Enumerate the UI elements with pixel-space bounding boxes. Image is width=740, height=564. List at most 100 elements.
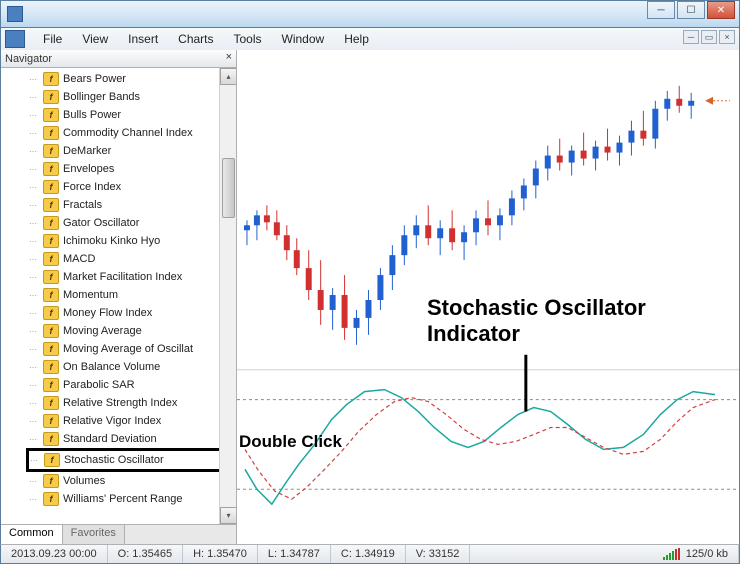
indicator-label: DeMarker	[63, 145, 111, 157]
menu-insert[interactable]: Insert	[118, 30, 168, 48]
indicator-label: Gator Oscillator	[63, 217, 139, 229]
function-icon: f	[43, 378, 59, 392]
minimize-button[interactable]: ─	[647, 1, 675, 19]
status-volume: V: 33152	[406, 545, 471, 563]
menu-window[interactable]: Window	[272, 30, 335, 48]
navigator-title: Navigator ×	[1, 50, 236, 68]
navigator-tabs: Common Favorites	[1, 524, 236, 544]
menu-charts[interactable]: Charts	[168, 30, 223, 48]
menu-help[interactable]: Help	[334, 30, 379, 48]
indicator-label: On Balance Volume	[63, 361, 160, 373]
mdi-restore[interactable]: ▭	[701, 30, 717, 44]
annotation-line2: Indicator	[427, 321, 646, 347]
chart-area[interactable]: Stochastic Oscillator Indicator Double C…	[237, 50, 739, 544]
mdi-minimize[interactable]: ─	[683, 30, 699, 44]
indicator-item[interactable]: ⋯fRelative Vigor Index	[29, 412, 236, 430]
function-icon: f	[43, 288, 59, 302]
function-icon: f	[43, 216, 59, 230]
annotation-double-click: Double Click	[239, 432, 342, 452]
indicator-item[interactable]: ⋯fBears Power	[29, 70, 236, 88]
function-icon: f	[43, 342, 59, 356]
function-icon: f	[43, 90, 59, 104]
indicator-label: Bollinger Bands	[63, 91, 140, 103]
indicator-item[interactable]: ⋯fRelative Strength Index	[29, 394, 236, 412]
indicator-item[interactable]: ⋯fMoney Flow Index	[29, 304, 236, 322]
navigator-scrollbar[interactable]: ▴ ▾	[219, 68, 236, 524]
indicator-label: Moving Average of Oscillat	[63, 343, 193, 355]
indicator-label: Volumes	[63, 475, 105, 487]
annotation-main: Stochastic Oscillator Indicator	[427, 295, 646, 347]
function-icon: f	[43, 162, 59, 176]
navigator-tree: ⋯fBears Power⋯fBollinger Bands⋯fBulls Po…	[1, 68, 236, 524]
status-high: H: 1.35470	[183, 545, 258, 563]
menu-file[interactable]: File	[33, 30, 72, 48]
indicator-item[interactable]: ⋯fDeMarker	[29, 142, 236, 160]
menubar: File View Insert Charts Tools Window Hel…	[0, 28, 740, 50]
annotation-line1: Stochastic Oscillator	[427, 295, 646, 321]
function-icon: f	[43, 126, 59, 140]
maximize-button[interactable]: ☐	[677, 1, 705, 19]
indicator-item[interactable]: ⋯fEnvelopes	[29, 160, 236, 178]
function-icon: f	[43, 198, 59, 212]
function-icon: f	[43, 270, 59, 284]
menu-tools[interactable]: Tools	[224, 30, 272, 48]
indicator-item[interactable]: ⋯fStochastic Oscillator	[30, 451, 232, 469]
indicator-item[interactable]: ⋯fMoving Average of Oscillat	[29, 340, 236, 358]
indicator-item[interactable]: ⋯fStandard Deviation	[29, 430, 236, 448]
indicator-item[interactable]: ⋯fOn Balance Volume	[29, 358, 236, 376]
indicator-label: Relative Strength Index	[63, 397, 177, 409]
scroll-down-arrow[interactable]: ▾	[220, 507, 236, 524]
indicator-item[interactable]: ⋯fWilliams' Percent Range	[29, 490, 236, 508]
indicator-item[interactable]: ⋯fMACD	[29, 250, 236, 268]
function-icon: f	[43, 396, 59, 410]
app-icon	[7, 6, 23, 22]
function-icon: f	[43, 474, 59, 488]
function-icon: f	[43, 252, 59, 266]
function-icon: f	[43, 324, 59, 338]
indicator-label: MACD	[63, 253, 95, 265]
indicator-label: Force Index	[63, 181, 121, 193]
function-icon: f	[43, 144, 59, 158]
indicator-item[interactable]: ⋯fBulls Power	[29, 106, 236, 124]
indicator-item[interactable]: ⋯fMomentum	[29, 286, 236, 304]
scroll-up-arrow[interactable]: ▴	[220, 68, 236, 85]
indicator-item[interactable]: ⋯fIchimoku Kinko Hyo	[29, 232, 236, 250]
close-button[interactable]: ✕	[707, 1, 735, 19]
status-close: C: 1.34919	[331, 545, 406, 563]
tab-common[interactable]: Common	[1, 525, 63, 544]
indicator-label: Bulls Power	[63, 109, 121, 121]
navigator-close[interactable]: ×	[226, 51, 232, 63]
function-icon: f	[43, 432, 59, 446]
indicator-label: Envelopes	[63, 163, 114, 175]
indicator-label: Standard Deviation	[63, 433, 157, 445]
mdi-close[interactable]: ×	[719, 30, 735, 44]
connection-bars-icon	[663, 548, 680, 560]
indicator-item[interactable]: ⋯fVolumes	[29, 472, 236, 490]
function-icon: f	[43, 180, 59, 194]
indicator-item[interactable]: ⋯fParabolic SAR	[29, 376, 236, 394]
indicator-item[interactable]: ⋯fGator Oscillator	[29, 214, 236, 232]
tab-favorites[interactable]: Favorites	[63, 525, 125, 544]
highlighted-indicator[interactable]: ⋯fStochastic Oscillator	[26, 448, 236, 472]
status-low: L: 1.34787	[258, 545, 331, 563]
indicator-item[interactable]: ⋯fFractals	[29, 196, 236, 214]
indicator-item[interactable]: ⋯fCommodity Channel Index	[29, 124, 236, 142]
indicator-item[interactable]: ⋯fBollinger Bands	[29, 88, 236, 106]
indicator-label: Moving Average	[63, 325, 142, 337]
navigator-panel: Navigator × ⋯fBears Power⋯fBollinger Ban…	[1, 50, 237, 544]
main-area: Navigator × ⋯fBears Power⋯fBollinger Ban…	[0, 50, 740, 544]
status-open: O: 1.35465	[108, 545, 183, 563]
scroll-thumb[interactable]	[222, 158, 235, 218]
indicator-label: Momentum	[63, 289, 118, 301]
indicator-item[interactable]: ⋯fForce Index	[29, 178, 236, 196]
menu-view[interactable]: View	[72, 30, 118, 48]
indicator-label: Stochastic Oscillator	[64, 454, 164, 466]
indicator-label: Money Flow Index	[63, 307, 152, 319]
function-icon: f	[43, 108, 59, 122]
indicator-item[interactable]: ⋯fMarket Facilitation Index	[29, 268, 236, 286]
toolbar-icon[interactable]	[5, 30, 25, 48]
indicator-label: Parabolic SAR	[63, 379, 135, 391]
indicator-label: Fractals	[63, 199, 102, 211]
indicator-item[interactable]: ⋯fMoving Average	[29, 322, 236, 340]
status-connection: 125/0 kb	[653, 545, 739, 563]
